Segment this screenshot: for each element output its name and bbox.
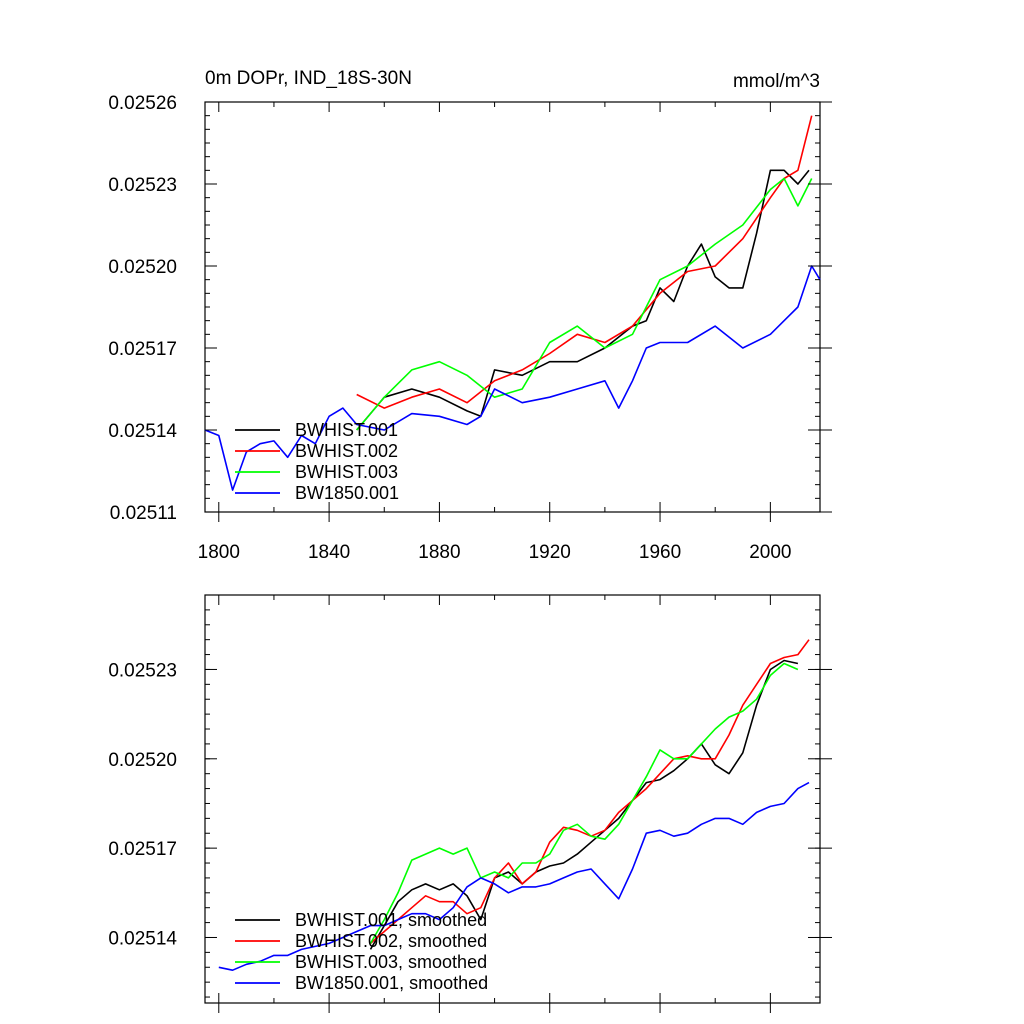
series-line-bwhist-002 — [356, 115, 813, 409]
top-series-layer — [204, 115, 821, 491]
x-tick-label: 1880 — [418, 542, 460, 563]
top-panel: 0m DOPr, IND_18S-30N mmol/m^3 1800 1840 18… — [108, 68, 832, 563]
legend-label: BW1850.001, smoothed — [295, 973, 488, 993]
y-tick-label: 0.02523 — [108, 175, 177, 196]
x-tick-label: 2000 — [749, 542, 791, 563]
x-tick-label: 1920 — [529, 542, 571, 563]
legend-label: BWHIST.003 — [295, 462, 398, 482]
series-line-bwhist-002-smoothed — [369, 639, 810, 945]
legend-label: BWHIST.002, smoothed — [295, 931, 487, 951]
bottom-panel: 0.02514 0.02517 0.02520 0.02523 BWHIST.001,… — [108, 594, 832, 1013]
x-tick-label: 1960 — [639, 542, 681, 563]
top-axes-layer: 1800 1840 1880 1920 1960 2000 0.02511 0.02514 0.… — [108, 93, 832, 563]
legend-label: BWHIST.002 — [295, 441, 398, 461]
legend-label: BWHIST.001, smoothed — [295, 910, 487, 930]
bottom-series-layer — [218, 639, 810, 972]
y-tick-label: 0.02520 — [108, 750, 177, 771]
series-line-bw1850-001-smoothed — [218, 781, 810, 972]
y-tick-label: 0.02517 — [108, 839, 177, 860]
legend-label: BWHIST.001 — [295, 420, 398, 440]
series-line-bwhist-001 — [356, 169, 810, 431]
series-line-bwhist-001-smoothed — [369, 659, 799, 950]
y-tick-label: 0.02511 — [110, 503, 177, 524]
series-line-bwhist-003 — [356, 177, 813, 431]
units-label: mmol/m^3 — [733, 71, 820, 92]
legend-label: BWHIST.003, smoothed — [295, 952, 487, 972]
bottom-plot-frame — [204, 594, 821, 1004]
y-tick-label: 0.02517 — [108, 339, 177, 360]
figure-title: 0m DOPr, IND_18S-30N — [205, 68, 412, 89]
y-tick-label: 0.02514 — [108, 421, 177, 442]
y-tick-label: 0.02523 — [108, 660, 177, 681]
y-tick-label: 0.02526 — [108, 93, 177, 114]
y-tick-label: 0.02520 — [108, 257, 177, 278]
series-line-bw1850-001 — [204, 265, 821, 491]
y-tick-label: 0.02514 — [108, 928, 177, 949]
x-tick-label: 1800 — [198, 542, 240, 563]
bottom-axes-layer: 0.02514 0.02517 0.02520 0.02523 — [108, 595, 832, 1013]
series-line-bwhist-003-smoothed — [369, 662, 799, 944]
x-tick-label: 1840 — [308, 542, 350, 563]
legend-label: BW1850.001 — [295, 483, 399, 503]
